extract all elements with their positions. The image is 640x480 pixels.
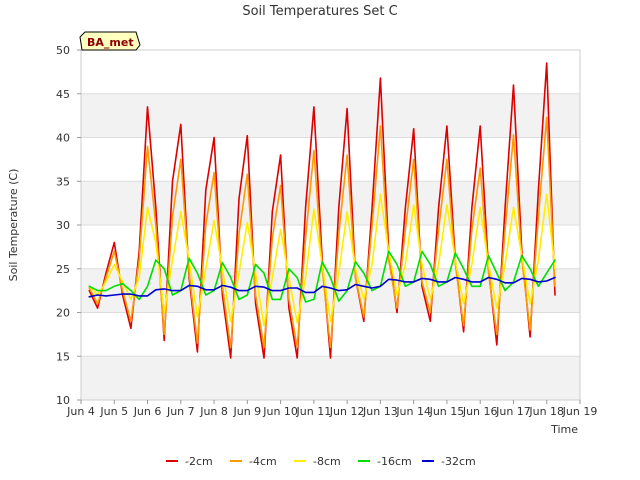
x-tick-label: Jun 12: [329, 405, 365, 418]
y-axis-title: Soil Temperature (C): [7, 169, 20, 282]
legend-label: -8cm: [313, 455, 341, 468]
station-badge: BA_met: [79, 31, 141, 51]
y-tick-label: 25: [56, 263, 70, 276]
x-tick-label: Jun 17: [495, 405, 531, 418]
x-tick-label: Jun 7: [166, 405, 195, 418]
x-axis-title: Time: [550, 423, 578, 436]
y-tick-label: 50: [56, 44, 70, 57]
legend-label: -4cm: [249, 455, 277, 468]
series-layer: [88, 62, 556, 359]
x-tick-label: Jun 15: [429, 405, 465, 418]
x-tick-label: Jun 8: [199, 405, 228, 418]
series-line-32cm: [88, 276, 556, 298]
station-badge-label: BA_met: [87, 36, 134, 49]
y-tick-label: 45: [56, 88, 70, 101]
legend-label: -2cm: [185, 455, 213, 468]
x-axis-ticks: Jun 4 Jun 5 Jun 6 Jun 7 Jun 8 Jun 9 Jun 10Jun …: [66, 400, 597, 418]
y-tick-label: 10: [56, 394, 70, 407]
y-tick-label: 40: [56, 132, 70, 145]
legend-item: -8cm: [294, 455, 341, 468]
plot-band: [81, 181, 580, 225]
y-tick-label: 15: [56, 350, 70, 363]
plot-band: [81, 93, 580, 138]
x-tick-label: Jun 19: [562, 405, 598, 418]
plot-band: [81, 356, 580, 400]
legend: -2cm -4cm -8cm -16cm -32cm: [166, 455, 476, 468]
x-tick-label: Jun 16: [462, 405, 498, 418]
legend-item: -2cm: [166, 455, 213, 468]
x-tick-label: Jun 4: [66, 405, 95, 418]
legend-item: -32cm: [422, 455, 476, 468]
series-line-16cm: [88, 250, 556, 303]
legend-label: -32cm: [441, 455, 476, 468]
x-tick-label: Jun 13: [362, 405, 398, 418]
legend-item: -4cm: [230, 455, 277, 468]
legend-item: -16cm: [358, 455, 412, 468]
x-tick-label: Jun 11: [296, 405, 332, 418]
plot-bands: [81, 93, 580, 400]
y-tick-label: 20: [56, 307, 70, 320]
x-tick-label: Jun 10: [262, 405, 298, 418]
x-tick-label: Jun 5: [99, 405, 128, 418]
y-tick-label: 35: [56, 175, 70, 188]
x-tick-label: Jun 14: [395, 405, 431, 418]
station-badge-shape: [79, 31, 141, 51]
y-axis-ticks: 10 15 20 25 30 35 40 45 50: [56, 44, 81, 407]
x-tick-label: Jun 6: [133, 405, 162, 418]
x-tick-label: Jun 18: [528, 405, 564, 418]
chart-title: Soil Temperatures Set C: [242, 4, 397, 19]
x-tick-label: Jun 9: [232, 405, 261, 418]
y-tick-label: 30: [56, 219, 70, 232]
legend-label: -16cm: [377, 455, 412, 468]
